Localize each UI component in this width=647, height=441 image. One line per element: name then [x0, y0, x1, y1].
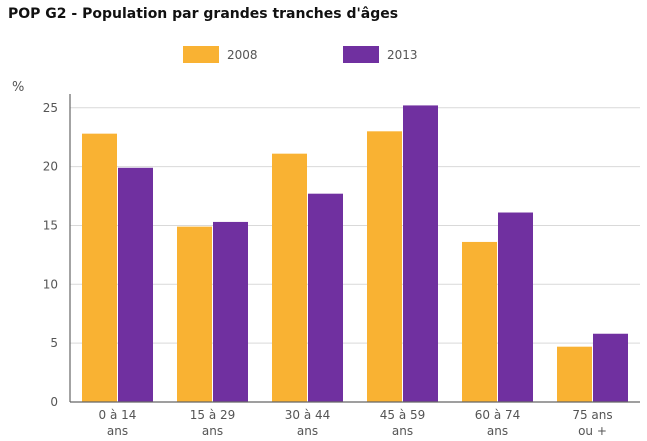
x-tick-label-0-line1: 0 à 14 [99, 408, 137, 422]
bar-2013-5 [593, 333, 628, 402]
x-tick-label-5-line1: 75 ans [572, 408, 612, 422]
grid-layer [70, 107, 640, 344]
axis-layer: 0 5 10 15 20 25 0 à 14 ans 15 à 29 ans 30 à 44 ans 4… [43, 94, 640, 438]
bar-2008-4 [462, 241, 497, 402]
x-tick-label-0-line2: ans [107, 424, 128, 438]
y-tick-label-0: 0 [50, 395, 58, 409]
x-tick-label-3-line2: ans [392, 424, 413, 438]
bar-2008-2 [272, 153, 307, 402]
bar-2008-1 [177, 226, 212, 402]
x-tick-label-4-line1: 60 à 74 [475, 408, 521, 422]
bar-2013-0 [118, 167, 153, 402]
legend-item-2008: 2008 [183, 46, 258, 63]
bar-2008-3 [367, 131, 402, 403]
x-tick-label-5-line2: ou + [578, 424, 607, 438]
bar-2008-5 [557, 346, 592, 402]
legend-swatch-2013 [343, 46, 379, 63]
bar-2013-4 [498, 212, 533, 402]
y-tick-label-15: 15 [43, 218, 58, 232]
bar-2013-1 [213, 221, 248, 402]
x-tick-label-4-line2: ans [487, 424, 508, 438]
x-tick-label-1-line1: 15 à 29 [190, 408, 236, 422]
x-tick-label-2-line2: ans [297, 424, 318, 438]
y-tick-label-25: 25 [43, 101, 58, 115]
bars-layer [82, 105, 628, 403]
y-axis-unit-label: % [12, 80, 24, 95]
bar-2013-3 [403, 105, 438, 403]
legend-label-2013: 2013 [387, 47, 418, 62]
legend-item-2013: 2013 [343, 46, 418, 63]
y-tick-label-20: 20 [43, 160, 58, 174]
x-tick-label-2-line1: 30 à 44 [285, 408, 331, 422]
legend-swatch-2008 [183, 46, 219, 63]
legend: 2008 2013 [0, 0, 647, 70]
x-tick-label-3-line1: 45 à 59 [380, 408, 426, 422]
y-tick-label-10: 10 [43, 277, 58, 291]
chart-title: POP G2 - Population par grandes tranches… [8, 6, 399, 22]
bar-2013-2 [308, 193, 343, 402]
legend-label-2008: 2008 [227, 47, 258, 62]
y-tick-label-5: 5 [50, 336, 58, 350]
x-tick-label-1-line2: ans [202, 424, 223, 438]
bar-2008-0 [82, 133, 117, 402]
